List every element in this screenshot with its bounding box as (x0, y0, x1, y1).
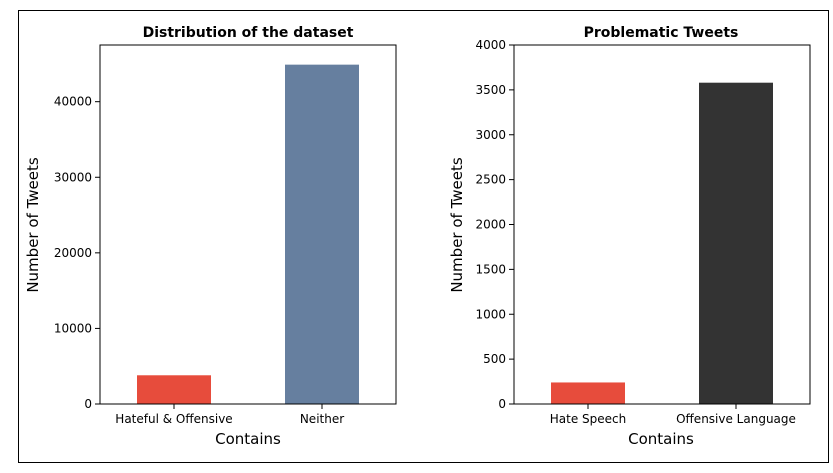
chart-2-ylabel: Number of Tweets (448, 157, 466, 293)
chart-2-y-ticks: 0 500 1000 1500 2000 2500 3000 3500 4000 (475, 38, 514, 411)
chart-2-title: Problematic Tweets (584, 25, 739, 41)
x-tick-label: Hate Speech (550, 412, 626, 426)
x-tick-label: Neither (300, 412, 344, 426)
y-tick-label: 2000 (475, 218, 506, 232)
y-tick-label: 40000 (54, 95, 92, 109)
bar-hateful-offensive (137, 375, 211, 404)
y-tick-label: 30000 (54, 170, 92, 184)
y-tick-label: 0 (84, 397, 92, 411)
x-tick-label: Hateful & Offensive (115, 412, 232, 426)
y-tick-label: 3500 (475, 83, 506, 97)
chart-2-xlabel: Contains (628, 430, 694, 448)
chart-1-title: Distribution of the dataset (143, 25, 354, 41)
chart-1-plot-border (99, 44, 397, 405)
y-tick-label: 2500 (475, 173, 506, 187)
y-tick-label: 1500 (475, 262, 506, 276)
bar-offensive-language (699, 82, 773, 404)
chart-1-y-ticks: 0 10000 20000 30000 40000 (54, 95, 100, 411)
chart-1-ylabel: Number of Tweets (24, 157, 42, 293)
chart-distribution: Distribution of the dataset Contains Num… (24, 25, 397, 448)
y-tick-label: 3000 (475, 128, 506, 142)
y-tick-label: 20000 (54, 246, 92, 260)
chart-2-plot-border (513, 44, 811, 405)
y-tick-label: 4000 (475, 38, 506, 52)
chart-1-x-ticks: Hateful & Offensive Neither (115, 404, 344, 426)
x-tick-label: Offensive Language (676, 412, 796, 426)
chart-1-xlabel: Contains (215, 430, 281, 448)
chart-problematic: Problematic Tweets Contains Number of Tw… (448, 25, 811, 448)
y-tick-label: 0 (498, 397, 506, 411)
y-tick-label: 10000 (54, 321, 92, 335)
y-tick-label: 500 (483, 352, 506, 366)
bar-hate-speech (551, 382, 625, 404)
bar-neither (285, 64, 359, 405)
chart-2-x-ticks: Hate Speech Offensive Language (550, 404, 796, 426)
chart-1-bars (137, 64, 359, 405)
chart-2-bars (551, 82, 773, 404)
y-tick-label: 1000 (475, 307, 506, 321)
